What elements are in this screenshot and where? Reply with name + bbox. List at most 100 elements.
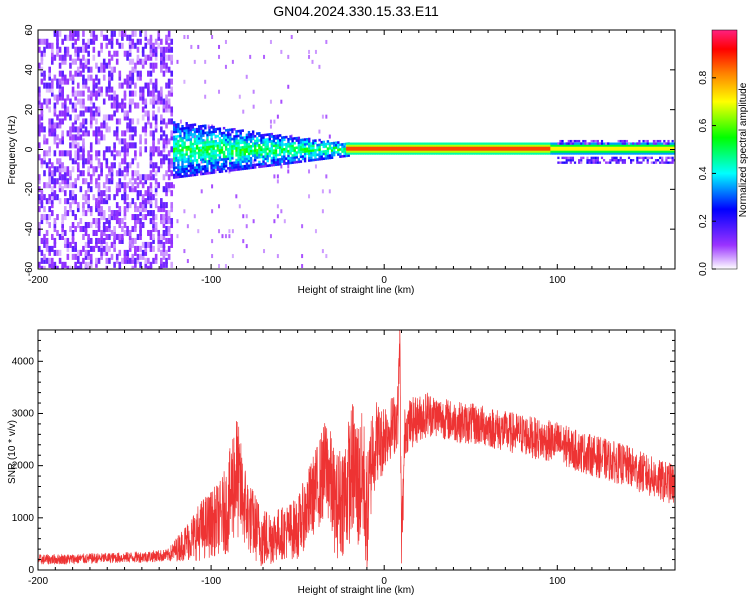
spectrogram-cell xyxy=(89,122,93,129)
spectrogram-cell xyxy=(550,146,553,149)
spectrogram-cell xyxy=(256,139,259,143)
spectrogram-cell xyxy=(123,182,127,189)
spectrogram-cell xyxy=(346,152,349,155)
spectrogram-cell xyxy=(48,198,51,205)
spectrogram-cell xyxy=(242,239,245,244)
spectrogram-cell xyxy=(181,146,184,150)
spectrogram-cell xyxy=(84,62,88,69)
spectrogram-cell xyxy=(463,144,467,147)
spectrogram-cell xyxy=(218,129,222,133)
spectrogram-cell xyxy=(63,261,67,268)
spectrogram-cell xyxy=(321,249,324,254)
spectrogram-cell xyxy=(170,54,174,61)
spectrogram-cell xyxy=(157,237,161,244)
spectrogram-cell xyxy=(281,155,284,159)
spectrogram-cell xyxy=(522,152,525,155)
spectrogram-cell xyxy=(154,178,158,185)
spectrogram-cell xyxy=(420,150,423,153)
spectrogram-cell xyxy=(420,148,423,151)
spectrogram-cell xyxy=(197,141,201,145)
spectrogram-cell xyxy=(638,161,641,164)
spectrogram-cell xyxy=(118,178,122,185)
spectrogram-cell xyxy=(134,261,137,268)
spectrogram-cell xyxy=(118,182,122,189)
spectrogram-cell xyxy=(212,149,215,153)
spectrogram-cell xyxy=(82,158,85,165)
spectrogram-cell xyxy=(167,225,171,233)
spectrogram-cell xyxy=(165,154,168,161)
spectrogram-cell xyxy=(245,140,249,144)
spectrogram-cell xyxy=(89,66,93,73)
spectrogram-cell xyxy=(557,144,560,147)
spectrogram-cell xyxy=(206,152,209,156)
spectrogram-cell xyxy=(247,133,251,136)
spectrogram-cell xyxy=(87,154,90,161)
spectrogram-cell xyxy=(496,148,499,151)
spectrogram-cell xyxy=(152,138,155,145)
spectrogram-cell xyxy=(574,146,577,149)
spectrogram-cell xyxy=(491,142,494,145)
spectrogram-cell xyxy=(216,165,220,169)
spectrogram-cell xyxy=(110,170,114,177)
spectrogram-cell xyxy=(239,136,242,140)
spectrogram-cell xyxy=(79,102,83,109)
spectrogram-cell xyxy=(82,225,85,233)
spectrogram-cell xyxy=(56,194,59,201)
spectrogram-cell xyxy=(314,156,317,159)
spectrogram-cell xyxy=(56,158,59,165)
spectrogram-cell xyxy=(173,142,176,146)
spectrogram-cell xyxy=(448,150,451,153)
spectrogram-cell xyxy=(571,150,574,153)
spectrogram-cell xyxy=(165,54,168,61)
spectrogram-cell xyxy=(392,146,396,149)
spectrogram-cell xyxy=(181,136,184,140)
spectrogram-cell xyxy=(655,144,659,147)
spectrogram-cell xyxy=(121,225,124,233)
spectrogram-cell xyxy=(237,148,240,152)
spectrogram-cell xyxy=(531,142,534,145)
spectrogram-cell xyxy=(406,148,409,151)
spectrogram-cell xyxy=(662,146,666,149)
spectrogram-cell xyxy=(195,158,199,162)
spectrogram-cell xyxy=(617,159,620,162)
spectrogram-cell xyxy=(598,152,602,155)
spectrogram-cell xyxy=(427,142,430,145)
spectrogram-cell xyxy=(605,161,608,164)
spectrogram-y-tick-label: 20 xyxy=(24,104,35,116)
spectrogram-cell xyxy=(126,249,129,256)
spectrogram-cell xyxy=(443,146,446,149)
spectrogram-cell xyxy=(354,146,357,149)
spectrogram-cell xyxy=(69,265,72,269)
spectrogram-cell xyxy=(152,162,155,169)
spectrogram-cell xyxy=(167,210,171,217)
spectrogram-cell xyxy=(669,142,673,145)
spectrogram-cell xyxy=(144,174,148,181)
spectrogram-cell xyxy=(113,214,116,221)
spectrogram-cell xyxy=(262,148,265,151)
spectrogram-cell xyxy=(654,146,657,149)
spectrogram-cell xyxy=(477,152,480,155)
spectrogram-cell xyxy=(403,150,406,153)
spectrogram-cell xyxy=(197,170,201,174)
spectrogram-cell xyxy=(40,110,44,117)
spectrogram-cell xyxy=(503,150,506,153)
spectrogram-cell xyxy=(347,142,351,145)
spectrogram-cell xyxy=(260,150,263,154)
colorbar-tick-label: 0.6 xyxy=(698,118,709,132)
spectrogram-cell xyxy=(404,148,408,151)
spectrogram-cell xyxy=(635,144,638,147)
spectrogram-cell xyxy=(493,142,496,145)
spectrogram-cell xyxy=(408,150,411,153)
spectrogram-cell xyxy=(489,150,492,153)
spectrogram-cell xyxy=(538,144,541,147)
spectrogram-cell xyxy=(97,86,101,93)
spectrogram-cell xyxy=(322,145,325,149)
spectrogram-cell xyxy=(195,144,199,148)
spectrogram-cell xyxy=(346,146,349,149)
spectrogram-cell xyxy=(43,46,46,53)
spectrogram-cell xyxy=(87,237,90,244)
spectrogram-cell xyxy=(301,138,305,142)
spectrogram-cell xyxy=(71,182,75,189)
spectrogram-cell xyxy=(498,148,501,151)
spectrogram-cell xyxy=(591,146,595,149)
